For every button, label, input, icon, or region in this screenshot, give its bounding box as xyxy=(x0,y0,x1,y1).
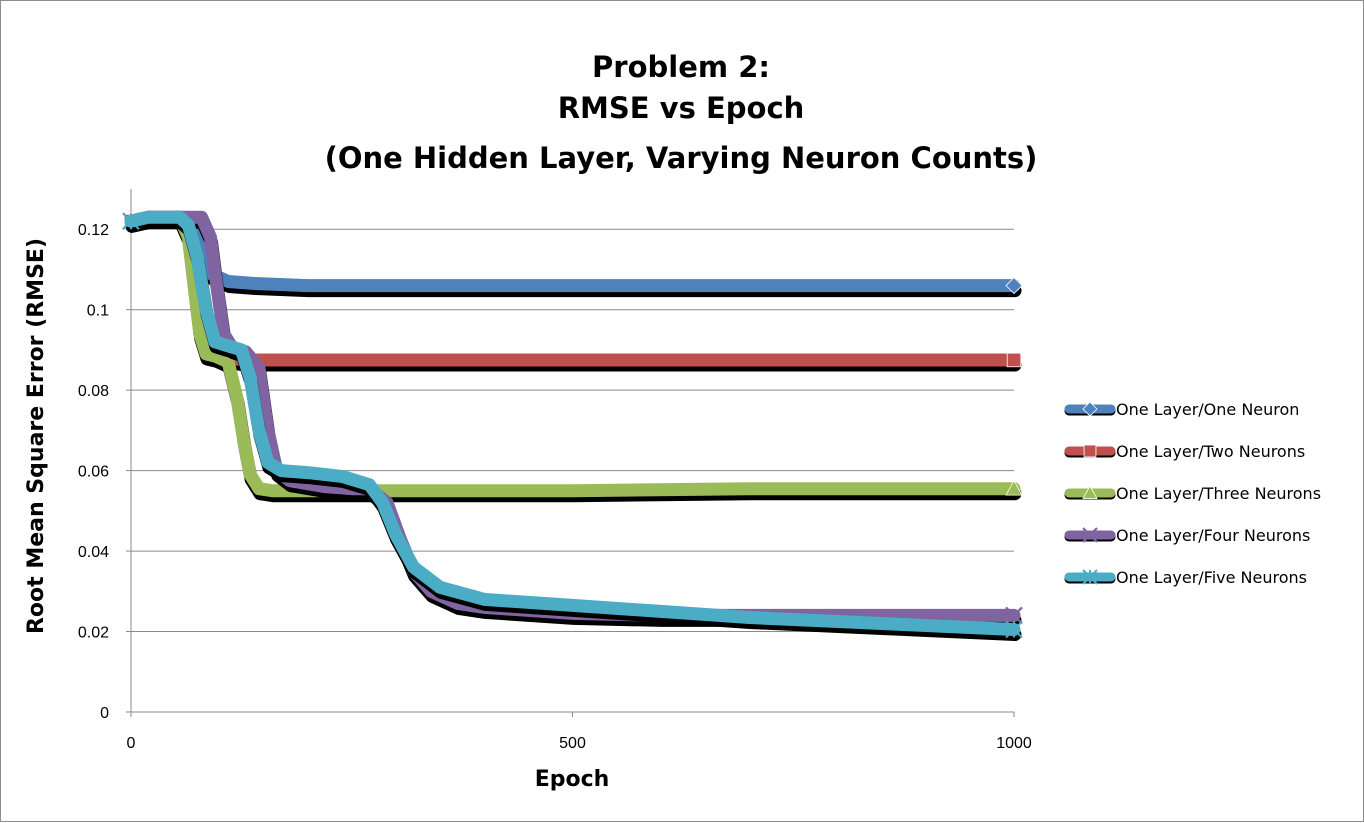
legend-entry-1: One Layer/One Neuron xyxy=(1064,400,1299,419)
y-axis-title: Root Mean Square Error (RMSE) xyxy=(24,238,49,634)
x-tick-label: 500 xyxy=(559,735,586,752)
series-line xyxy=(124,210,1021,622)
y-tick-label: 0 xyxy=(100,705,109,722)
series-end-marker xyxy=(1005,479,1023,496)
legend-marker xyxy=(1082,485,1098,500)
legend-entry-2: One Layer/Two Neurons xyxy=(1064,442,1305,461)
legend-label: One Layer/Two Neurons xyxy=(1116,442,1305,461)
series-lines xyxy=(122,210,1023,641)
legend-entry-5: One Layer/Five Neurons xyxy=(1064,568,1307,587)
series-5 xyxy=(122,210,1023,641)
series-end-marker xyxy=(1005,276,1023,295)
legend-marker xyxy=(1083,444,1097,458)
chart-title: Problem 2: RMSE vs Epoch (One Hidden Lay… xyxy=(325,50,1038,175)
legend-marker xyxy=(1082,401,1098,417)
legend-label: One Layer/Four Neurons xyxy=(1116,526,1310,545)
chart-title-line-2: RMSE vs Epoch xyxy=(558,91,805,125)
y-tick-label: 0.02 xyxy=(78,625,109,642)
y-tick-label: 0.04 xyxy=(78,544,109,561)
legend-entry-4: One Layer/Four Neurons xyxy=(1064,526,1310,545)
chart-title-line-3: (One Hidden Layer, Varying Neuron Counts… xyxy=(325,141,1038,175)
legend-label: One Layer/Five Neurons xyxy=(1116,568,1307,587)
legend-marker xyxy=(1082,569,1098,585)
series-end-marker xyxy=(1005,606,1023,625)
x-tick-label: 1000 xyxy=(996,735,1032,752)
chart-title-line-1: Problem 2: xyxy=(592,50,770,84)
legend-marker xyxy=(1082,527,1098,543)
marker-stroke xyxy=(1005,606,1023,625)
y-tick-label: 0.08 xyxy=(78,383,109,400)
legend-label: One Layer/One Neuron xyxy=(1116,400,1299,419)
series-end-marker xyxy=(1005,620,1023,639)
y-tick-labels: 0 0.02 0.04 0.06 0.08 0.1 0.12 xyxy=(78,222,109,722)
series-line xyxy=(124,210,1021,636)
series-end-marker xyxy=(1006,352,1022,368)
x-tick-labels: 0 500 1000 xyxy=(127,735,1032,752)
y-tick-label: 0.1 xyxy=(87,303,109,320)
series-start-marker xyxy=(122,212,140,230)
series-1 xyxy=(122,210,1023,298)
y-tick-label: 0.06 xyxy=(78,464,109,481)
marker-stroke xyxy=(1082,527,1098,543)
series-line xyxy=(124,210,1021,293)
x-axis-title: Epoch xyxy=(535,767,610,792)
x-tick-label: 0 xyxy=(127,735,136,752)
legend-label: One Layer/Three Neurons xyxy=(1116,484,1321,503)
y-tick-label: 0.12 xyxy=(78,222,109,239)
legend-entry-3: One Layer/Three Neurons xyxy=(1064,484,1321,503)
legend: One Layer/One Neuron One Layer/Two Neuron… xyxy=(1064,400,1321,587)
